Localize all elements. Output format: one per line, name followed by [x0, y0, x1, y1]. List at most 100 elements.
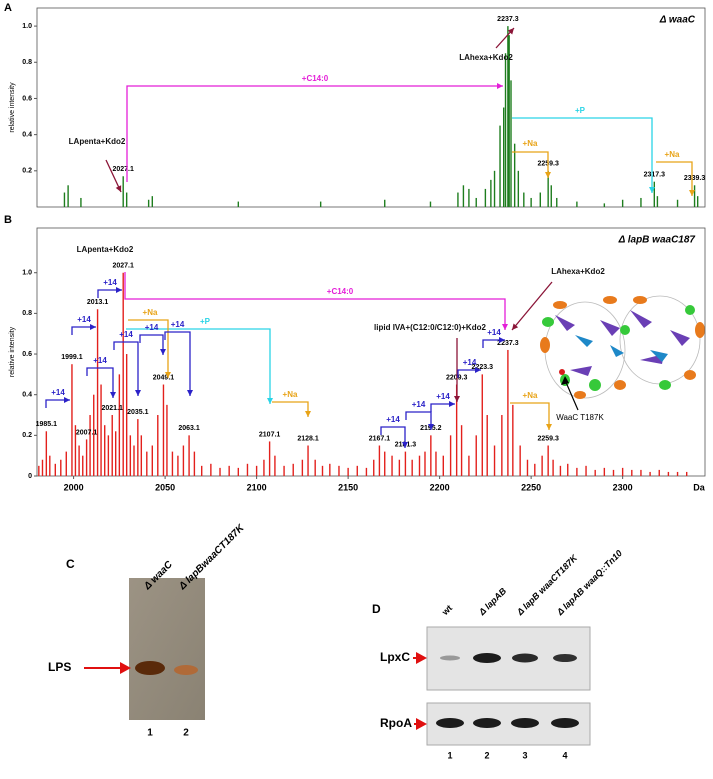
- annotation-arrow: [126, 328, 271, 404]
- helix: [589, 379, 601, 391]
- x-tick-label: 2050: [155, 482, 175, 492]
- helix-group: [542, 305, 695, 391]
- blot-band: [553, 654, 577, 662]
- annotation-arrow: [405, 411, 432, 430]
- arrowhead: [267, 398, 273, 404]
- annotation-arrow: [512, 117, 653, 193]
- panel-title: Δ waaC: [659, 15, 696, 26]
- y-tick-label: 0: [28, 473, 32, 480]
- structure-label: WaaC T187K: [556, 413, 604, 422]
- annotation: +14: [119, 330, 133, 339]
- lane-number: 4: [562, 750, 567, 760]
- lane-header: Δ lapAB waaQ::Tn10: [554, 548, 624, 618]
- annotation: LAhexa+Kdo2: [551, 267, 605, 276]
- peak-label: 2035.1: [127, 409, 149, 416]
- lane-number: 1: [147, 728, 153, 739]
- x-axis-label: Da: [693, 482, 705, 492]
- annotation: +Na: [283, 390, 298, 399]
- annotation: +Na: [523, 139, 538, 148]
- arrowhead: [416, 718, 427, 730]
- lane-header: Δ lapAB: [476, 585, 508, 617]
- annotation: +14: [93, 356, 107, 365]
- annotation-arrow: [71, 326, 96, 335]
- mutation-site: [559, 369, 565, 375]
- helix: [542, 317, 554, 327]
- peak-label: 2128.1: [297, 435, 319, 442]
- annotation: +P: [200, 317, 211, 326]
- lane-number: 1: [447, 750, 452, 760]
- helix: [620, 325, 630, 335]
- arrowhead: [402, 442, 408, 448]
- helix: [574, 391, 586, 399]
- peak-label: 2259.3: [537, 435, 559, 442]
- gel-band: [135, 661, 165, 675]
- lane-header: wt: [439, 603, 454, 618]
- annotation: +Na: [665, 150, 680, 159]
- arrowhead: [165, 372, 171, 378]
- x-tick-label: 2250: [521, 482, 541, 492]
- x-tick-label: 2150: [338, 482, 358, 492]
- x-tick-label: 2200: [430, 482, 450, 492]
- y-tick-label: 0.4: [22, 131, 32, 138]
- arrowhead: [561, 376, 569, 385]
- helix: [684, 370, 696, 380]
- arrowhead: [115, 185, 122, 192]
- annotation: +14: [51, 388, 65, 397]
- peak-label: 2013.1: [87, 299, 109, 306]
- arrowhead: [449, 401, 455, 407]
- arrowhead: [135, 390, 141, 396]
- blot-band: [473, 653, 501, 663]
- annotation-arrow: [482, 339, 505, 348]
- annotation-arrow: [510, 402, 550, 430]
- gel-band: [174, 665, 198, 675]
- annotation-arrow: [128, 319, 169, 378]
- annotation: LApenta+Kdo2: [77, 245, 134, 254]
- peak-label: 1999.1: [61, 354, 83, 361]
- annotation: +Na: [143, 308, 158, 317]
- arrowhead: [512, 323, 519, 330]
- annotation: +C14:0: [302, 74, 329, 83]
- peak-label: 2027.1: [112, 263, 134, 270]
- y-axis-label: relative intensity: [9, 82, 16, 133]
- arrowhead: [497, 83, 503, 89]
- annotation-arrow: [380, 426, 406, 448]
- arrowhead: [507, 28, 514, 35]
- peak-label: 2007.1: [76, 429, 98, 436]
- annotation: +14: [487, 328, 501, 337]
- panel-letter: C: [66, 557, 75, 571]
- arrowhead: [416, 652, 427, 664]
- y-tick-label: 0.6: [22, 351, 32, 358]
- y-tick-label: 0.6: [22, 95, 32, 102]
- arrowhead: [454, 396, 460, 402]
- peak-label: 2049.1: [153, 374, 175, 381]
- arrowhead: [475, 367, 481, 373]
- spectrum-panel: B Δ lapB waaC187 relative intensity 0 0.2 0.4…: [4, 214, 706, 492]
- x-tick-label: 2100: [247, 482, 267, 492]
- peak-label: 1985.1: [36, 421, 58, 428]
- annotation-arrow: [511, 281, 553, 331]
- helix: [685, 305, 695, 315]
- annotation: +14: [436, 392, 450, 401]
- annotation-arrow: [272, 401, 309, 417]
- helix: [633, 296, 647, 304]
- annotation-arrow: [124, 272, 506, 330]
- y-tick-label: 0.8: [22, 59, 32, 66]
- y-axis-label: relative intensity: [9, 326, 16, 377]
- annotation: +P: [575, 106, 586, 115]
- annotation: +14: [103, 278, 117, 287]
- annotation-arrow: [45, 399, 70, 408]
- peak-label: 2237.3: [497, 340, 519, 347]
- arrowhead: [545, 172, 551, 178]
- annotation: +14: [145, 323, 159, 332]
- annotation: +14: [77, 315, 91, 324]
- annotation: +14: [463, 358, 477, 367]
- panel-title: Δ lapB waaC187: [618, 235, 696, 246]
- peak-label: 2021.1: [102, 405, 124, 412]
- plot-frame: [36, 227, 706, 477]
- lane-number: 2: [484, 750, 489, 760]
- blot-band: [551, 718, 579, 728]
- plot-frame: [36, 7, 706, 208]
- peak-label: 2167.1: [369, 435, 391, 442]
- annotation-arrow: [113, 341, 139, 396]
